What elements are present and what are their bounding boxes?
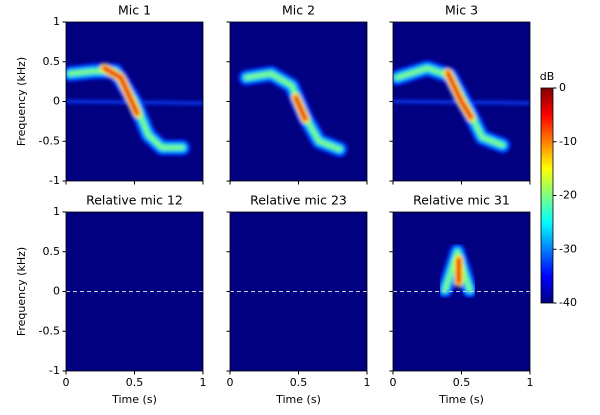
panel-title: Mic 3 [445, 3, 478, 18]
y-tick-label: 1 [53, 205, 60, 218]
x-tick-label: 0 [63, 376, 70, 389]
colorbar [540, 87, 554, 304]
y-tick-label: 0 [53, 285, 60, 298]
y-axis-label: Frequency (kHz) [15, 57, 28, 146]
x-tick-label: 0.5 [290, 376, 308, 389]
panel-title: Relative mic 23 [250, 193, 347, 208]
x-tick-label: 1 [200, 376, 207, 389]
panel-title: Relative mic 12 [86, 193, 183, 208]
energy-core [102, 66, 139, 115]
energy-core [294, 96, 307, 121]
y-axis-label: Frequency (kHz) [15, 247, 28, 336]
y-tick-label: -0.5 [39, 324, 60, 337]
y-tick-label: 0 [53, 95, 60, 108]
y-tick-label: -1 [49, 174, 60, 187]
colorbar-tick-label: -40 [559, 296, 577, 309]
colorbar-tick-label: -20 [559, 189, 577, 202]
x-tick-label: 0 [390, 376, 397, 389]
x-tick-label: 0.5 [126, 376, 144, 389]
panel-title: Relative mic 31 [413, 193, 510, 208]
y-tick-label: 0.5 [43, 245, 61, 258]
x-axis-label: Time (s) [111, 393, 157, 406]
x-axis-label: Time (s) [275, 393, 321, 406]
colorbar-tick-label: -10 [559, 135, 577, 148]
heatmap-image [393, 60, 530, 154]
colorbar-label: dB [540, 70, 555, 83]
heatmap-image [66, 63, 203, 156]
x-tick-label: 0.5 [453, 376, 471, 389]
y-tick-label: -0.5 [39, 134, 60, 147]
y-tick-label: 1 [53, 15, 60, 28]
y-tick-label: -1 [49, 364, 60, 377]
x-tick-label: 1 [364, 376, 371, 389]
colorbar-tick-label: -30 [559, 242, 577, 255]
heatmap-background [393, 212, 530, 371]
energy-band [443, 249, 472, 292]
panel-title: Mic 2 [282, 3, 315, 18]
x-tick-label: 1 [527, 376, 534, 389]
heatmap-image [238, 65, 348, 158]
x-tick-label: 0 [227, 376, 234, 389]
colorbar-tick-label: 0 [559, 81, 566, 94]
heatmap-image [437, 243, 478, 298]
x-axis-label: Time (s) [438, 393, 484, 406]
energy-core [446, 71, 473, 119]
panel-title: Mic 1 [118, 3, 151, 18]
y-tick-label: 0.5 [43, 55, 61, 68]
